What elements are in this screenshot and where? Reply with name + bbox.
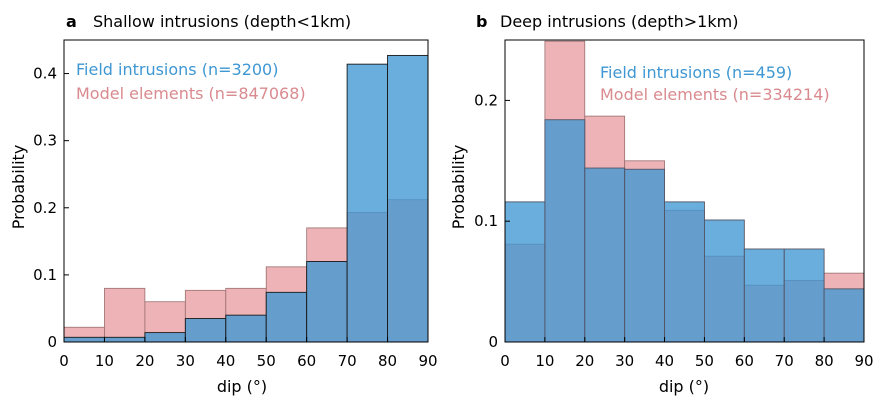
- panel-b-field-bar-7: [784, 249, 824, 342]
- panel-b-x-tick-label-7: 70: [775, 352, 794, 370]
- panel-a-x-tick-label-1: 10: [95, 352, 114, 370]
- panel-a-x-tick-label-2: 20: [135, 352, 154, 370]
- panel-b-field-bar-2: [585, 168, 625, 342]
- panel-b-field-bar-5: [704, 220, 744, 342]
- panel-b-y-tick-label-0: 0: [488, 333, 498, 351]
- panel-a-field-bar-2: [145, 333, 185, 342]
- panel-b-field-bar-3: [625, 169, 665, 342]
- panel-a-x-tick-label-7: 70: [338, 352, 357, 370]
- panel-b-field-bar-1: [545, 120, 585, 342]
- panel-a-x-tick-label-5: 50: [257, 352, 276, 370]
- panel-a-letter: a: [66, 12, 77, 31]
- panel-a-title: Shallow intrusions (depth<1km): [93, 12, 351, 31]
- panel-a-field-bar-0: [64, 337, 104, 342]
- panel-b-field-bar-6: [744, 249, 784, 342]
- panel-a-x-tick-label-8: 80: [378, 352, 397, 370]
- panel-b-letter: b: [476, 12, 487, 31]
- panel-a-x-axis-label: dip (°): [217, 377, 267, 396]
- panel-a-x-tick-label-9: 90: [418, 352, 437, 370]
- panel-b-field-bar-4: [665, 202, 705, 342]
- panel-a-field-bar-6: [307, 261, 347, 342]
- panel-b-y-tick-label-1: 0.1: [474, 212, 498, 230]
- panel-a-y-tick-label-3: 0.3: [33, 132, 57, 150]
- panel-b-x-tick-label-6: 60: [735, 352, 754, 370]
- panel-b-y-tick-label-2: 0.2: [474, 91, 498, 109]
- panel-a-field-bar-5: [266, 292, 306, 342]
- panel-a-model-bar-1: [104, 288, 144, 342]
- panel-a-field-bar-3: [185, 319, 225, 342]
- panel-b-y-axis-label: Probability: [449, 145, 468, 230]
- panel-b-x-tick-label-9: 90: [854, 352, 873, 370]
- panel-a-x-tick-label-3: 30: [176, 352, 195, 370]
- panel-b-field-bar-0: [505, 202, 545, 342]
- panel-b-x-axis-label: dip (°): [659, 377, 709, 396]
- panel-b-x-tick-label-5: 50: [695, 352, 714, 370]
- panel-b-x-tick-label-4: 40: [655, 352, 674, 370]
- panel-b-field-bars: [505, 120, 864, 342]
- panel-a-y-tick-label-1: 0.1: [33, 266, 57, 284]
- panel-a-field-bar-1: [104, 337, 144, 342]
- panel-a-legend-model: Model elements (n=847068): [76, 84, 306, 103]
- panel-b-field-bar-8: [824, 289, 864, 342]
- panel-a-field-bar-4: [226, 315, 266, 342]
- panel-b-x-tick-label-3: 30: [615, 352, 634, 370]
- panel-a-y-tick-label-2: 0.2: [33, 199, 57, 217]
- panel-a-y-tick-label-0: 0: [47, 333, 57, 351]
- panel-a-field-bar-8: [388, 55, 428, 342]
- panel-b-x-tick-label-0: 0: [500, 352, 510, 370]
- panel-a-y-axis-label: Probability: [9, 145, 28, 230]
- panel-b-legend-field: Field intrusions (n=459): [600, 63, 792, 82]
- panel-b-x-tick-label-2: 20: [575, 352, 594, 370]
- panel-a-x-tick-label-0: 0: [59, 352, 69, 370]
- panel-a-legend-field: Field intrusions (n=3200): [76, 60, 278, 79]
- panel-b-legend-model: Model elements (n=334214): [600, 85, 830, 104]
- panel-b-x-tick-label-1: 10: [535, 352, 554, 370]
- panel-a-y-tick-label-4: 0.4: [33, 65, 57, 83]
- panel-a: a Shallow intrusions (depth<1km) 0 10 20 30…: [9, 12, 438, 396]
- panel-a-x-tick-label-4: 40: [216, 352, 235, 370]
- panel-b-x-tick-label-8: 80: [815, 352, 834, 370]
- panel-b: b Deep intrusions (depth>1km) 0 10 20 30 40 5…: [449, 12, 874, 396]
- panel-b-title: Deep intrusions (depth>1km): [500, 12, 738, 31]
- panel-a-field-bar-7: [347, 64, 387, 342]
- panel-a-x-tick-label-6: 60: [297, 352, 316, 370]
